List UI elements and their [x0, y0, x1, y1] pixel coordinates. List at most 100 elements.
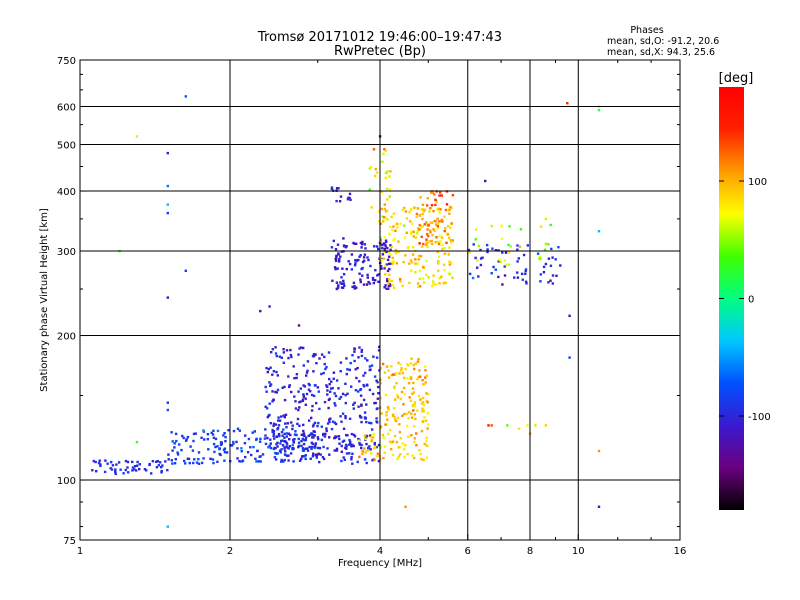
data-point: [507, 263, 511, 266]
data-point: [363, 458, 367, 461]
data-point: [385, 287, 388, 290]
data-point: [445, 203, 449, 206]
data-point: [353, 287, 357, 290]
data-point: [171, 449, 174, 452]
data-point: [404, 254, 407, 257]
data-point: [421, 396, 425, 400]
data-point: [338, 260, 341, 263]
data-point: [440, 194, 443, 197]
data-point: [551, 282, 554, 285]
data-point: [106, 462, 109, 465]
data-point: [381, 247, 384, 250]
data-point: [437, 242, 441, 246]
data-point: [284, 413, 288, 416]
data-point: [330, 186, 334, 189]
data-point: [499, 260, 502, 263]
data-point: [479, 263, 483, 267]
data-point: [325, 427, 328, 430]
data-point: [426, 427, 429, 430]
data-point: [544, 424, 547, 427]
data-point: [291, 446, 294, 450]
data-point: [342, 273, 346, 276]
data-point: [361, 240, 364, 244]
data-point: [434, 283, 438, 286]
data-point: [271, 390, 274, 393]
data-point: [330, 246, 334, 249]
data-point: [285, 349, 289, 352]
data-point: [503, 274, 507, 277]
data-point: [425, 439, 428, 443]
data-point: [314, 353, 317, 356]
data-point: [351, 452, 354, 455]
data-point: [285, 442, 289, 446]
data-point: [276, 426, 280, 430]
data-point: [419, 375, 422, 378]
data-point: [354, 259, 357, 262]
data-point: [428, 240, 431, 243]
data-point: [412, 235, 415, 238]
data-point: [275, 370, 278, 374]
data-point: [224, 440, 227, 443]
data-point: [282, 428, 285, 431]
data-point: [341, 267, 344, 270]
data-point: [472, 243, 475, 246]
data-point: [410, 261, 414, 264]
data-point: [272, 422, 276, 425]
data-point: [339, 415, 342, 418]
data-point: [504, 263, 508, 266]
data-point: [159, 461, 162, 464]
data-point: [399, 437, 402, 440]
data-point: [525, 282, 528, 285]
data-point: [340, 459, 343, 463]
data-point: [383, 248, 386, 251]
data-point: [311, 445, 314, 449]
data-point: [297, 353, 300, 356]
data-point: [347, 443, 351, 446]
data-point: [421, 379, 424, 382]
colorbar-tick-label: 100: [748, 177, 767, 188]
data-point: [306, 447, 309, 450]
data-point: [358, 441, 361, 445]
data-point: [430, 239, 433, 243]
data-point: [410, 357, 413, 360]
data-point: [330, 187, 334, 190]
data-point: [399, 363, 402, 366]
data-point: [504, 251, 508, 254]
data-point: [408, 262, 411, 265]
data-point: [349, 442, 352, 446]
data-point: [350, 268, 353, 271]
data-point: [497, 249, 500, 252]
data-point: [332, 371, 336, 374]
data-point: [164, 460, 167, 463]
data-point: [355, 376, 358, 380]
data-point: [433, 229, 436, 232]
data-point: [490, 272, 493, 275]
data-point: [339, 361, 343, 364]
data-point: [104, 459, 107, 462]
data-point: [361, 274, 364, 277]
data-point: [133, 468, 136, 471]
data-point: [366, 359, 369, 362]
data-point: [291, 424, 294, 427]
data-point: [335, 281, 339, 284]
data-point: [333, 392, 336, 395]
data-point: [409, 399, 413, 403]
data-point: [391, 283, 394, 287]
data-point: [403, 376, 406, 380]
data-point: [429, 221, 432, 224]
data-point: [200, 436, 203, 439]
data-point: [467, 248, 471, 252]
data-point: [524, 280, 528, 283]
data-point: [214, 445, 217, 449]
data-point: [439, 240, 442, 243]
data-point: [396, 393, 399, 397]
data-point: [526, 244, 529, 247]
data-point: [143, 468, 147, 471]
data-point: [302, 442, 306, 446]
data-point: [486, 250, 489, 254]
data-point: [384, 423, 387, 426]
data-point: [285, 426, 288, 429]
data-point: [360, 246, 363, 249]
data-point: [520, 272, 524, 276]
data-point: [399, 278, 402, 281]
